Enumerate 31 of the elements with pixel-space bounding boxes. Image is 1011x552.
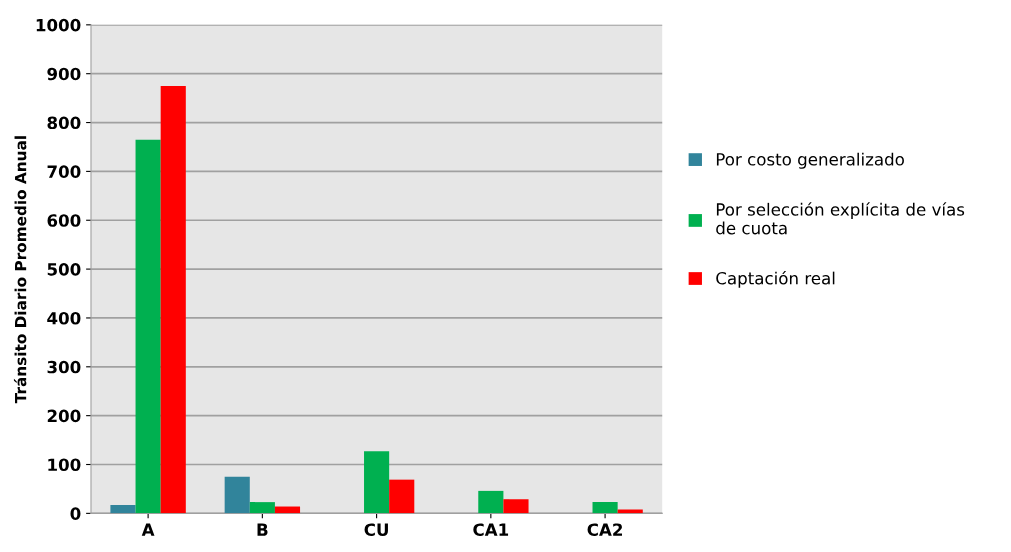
y-tick-label: 1000 bbox=[36, 18, 81, 32]
bar bbox=[503, 499, 529, 514]
x-tick-label: CA1 bbox=[473, 523, 509, 536]
x-tick-label: CU bbox=[364, 523, 388, 536]
bar bbox=[389, 479, 415, 514]
legend-label: Por costo generalizado bbox=[716, 152, 904, 169]
bar bbox=[478, 490, 504, 514]
bar bbox=[110, 505, 136, 514]
bar bbox=[592, 502, 618, 514]
bar bbox=[617, 509, 643, 514]
y-tick-label: 500 bbox=[47, 263, 81, 276]
y-tick-label: 800 bbox=[47, 116, 81, 130]
bar bbox=[364, 451, 390, 514]
y-tick-label: 0 bbox=[70, 507, 81, 520]
y-tick-label: 700 bbox=[47, 165, 81, 178]
y-axis-title: Tránsito Diario Promedio Anual bbox=[13, 136, 27, 404]
x-tick-label: B bbox=[257, 523, 268, 536]
x-tick-label: CA2 bbox=[587, 523, 622, 536]
y-tick-label: 300 bbox=[47, 360, 81, 374]
legend-label: Captación real bbox=[716, 270, 835, 288]
bar bbox=[160, 85, 186, 514]
y-tick-label: 600 bbox=[47, 214, 81, 227]
bar bbox=[135, 139, 161, 514]
legend-label: Por selección explícita de vías de cuota bbox=[716, 202, 965, 235]
bar bbox=[249, 502, 275, 514]
y-tick-label: 200 bbox=[47, 409, 81, 423]
x-tick-label: A bbox=[141, 523, 155, 536]
y-tick-label: 100 bbox=[48, 458, 81, 472]
y-tick-label: 900 bbox=[47, 67, 81, 81]
y-tick-label: 400 bbox=[47, 311, 81, 325]
bar bbox=[224, 476, 250, 514]
